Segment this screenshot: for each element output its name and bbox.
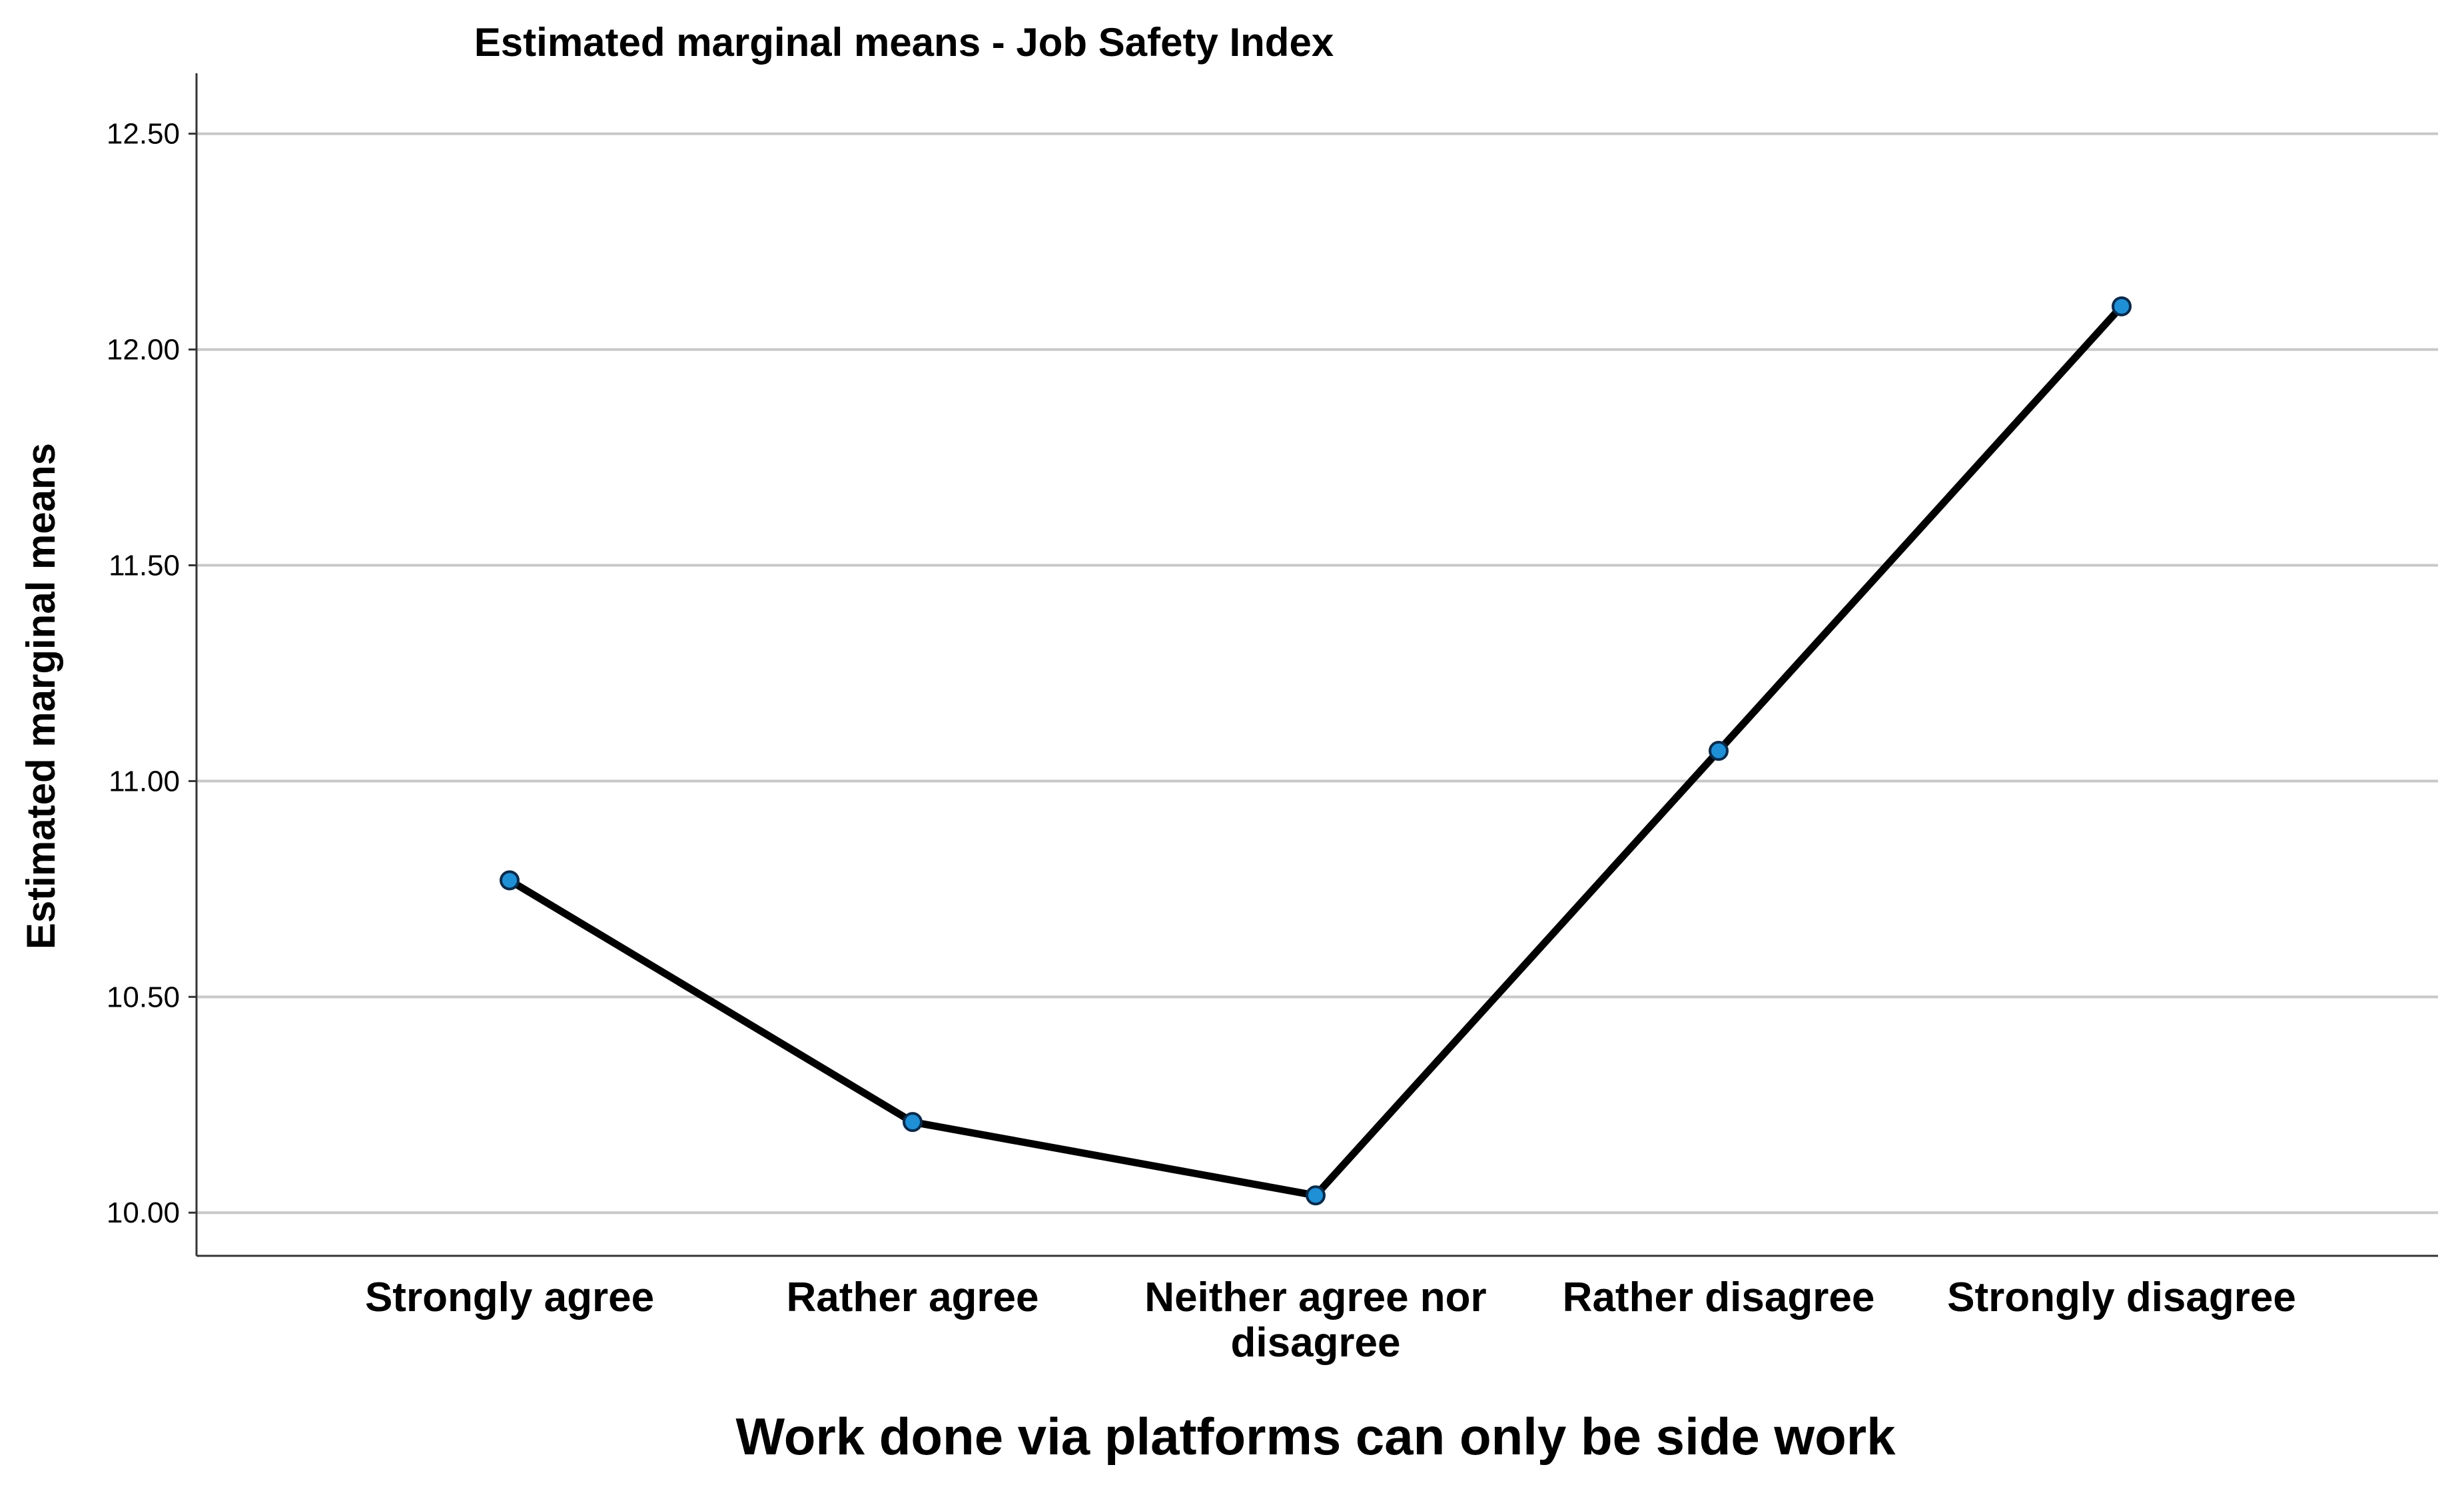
data-point: [1709, 741, 1729, 761]
x-tick-label: Rather agree: [786, 1274, 1038, 1320]
y-tick-label: 10.50: [107, 981, 180, 1013]
y-tick-label: 11.50: [109, 550, 180, 582]
data-point: [903, 1112, 923, 1133]
x-tick-label: Strongly disagree: [1947, 1274, 2296, 1320]
data-point: [2112, 296, 2132, 316]
x-tick-label: Neither agree nor disagree: [1144, 1274, 1486, 1366]
y-tick-label: 11.00: [109, 765, 180, 797]
data-point: [500, 870, 520, 891]
y-axis-label: Estimated marginal means: [19, 443, 63, 949]
y-tick-labels: 10.00 10.50 11.00 11.50 12.00 12.50: [107, 118, 180, 1230]
x-tick-labels: Strongly agree Rather agree Neither agree …: [365, 1274, 2296, 1366]
y-tick-label: 12.00: [107, 334, 180, 366]
data-point: [1306, 1185, 1326, 1206]
x-axis-label: Work done via platforms can only be side…: [736, 1407, 1896, 1466]
chart-title: Estimated marginal means - Job Safety In…: [474, 20, 1334, 65]
gridlines: [189, 132, 2438, 1215]
y-tick-label: 12.50: [107, 118, 180, 151]
axes: [195, 73, 2438, 1257]
x-tick-label: Rather disagree: [1563, 1274, 1875, 1320]
series: [500, 296, 2132, 1206]
x-tick-label: Strongly agree: [365, 1274, 654, 1320]
y-tick-label: 10.00: [107, 1197, 180, 1229]
